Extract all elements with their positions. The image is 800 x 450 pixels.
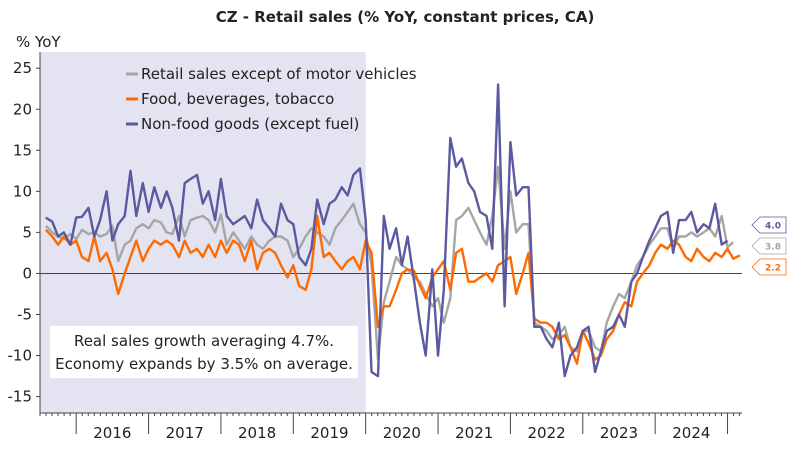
end-label: 4.0 (765, 222, 781, 232)
annotation-text: Economy expands by 3.5% on average. (55, 355, 353, 373)
x-tick-label: 2023 (600, 424, 638, 442)
x-tick-label: 2024 (672, 424, 710, 442)
legend-label: Food, beverages, tobacco (141, 90, 334, 108)
end-label-box (751, 216, 787, 234)
y-axis-label: % YoY (16, 33, 61, 51)
x-tick-label: 2017 (166, 424, 204, 442)
y-tick-label: -10 (8, 347, 33, 365)
legend-label: Non-food goods (except fuel) (141, 115, 359, 133)
end-label: 2.2 (765, 264, 781, 274)
x-tick-label: 2018 (238, 424, 276, 442)
x-tick-label: 2020 (383, 424, 421, 442)
end-label: 3.8 (765, 243, 781, 253)
y-tick-label: -15 (8, 388, 33, 406)
y-tick-label: 20 (13, 100, 32, 118)
y-tick-label: 0 (22, 264, 32, 282)
series-line-2 (45, 83, 729, 378)
annotation-text: Real sales growth averaging 4.7%. (74, 332, 334, 350)
legend-label: Retail sales except of motor vehicles (141, 65, 417, 83)
chart-title: CZ - Retail sales (% YoY, constant price… (216, 8, 595, 26)
y-tick-label: -5 (17, 305, 32, 323)
x-tick-label: 2021 (455, 424, 493, 442)
y-tick-label: 15 (13, 141, 32, 159)
x-tick-label: 2019 (310, 424, 348, 442)
y-tick-label: 5 (22, 223, 32, 241)
end-label-box (751, 237, 787, 255)
y-tick-label: 25 (13, 59, 32, 77)
series-line-0 (44, 165, 735, 361)
y-tick-label: 10 (13, 182, 32, 200)
series-line-1 (44, 214, 741, 365)
x-tick-label: 2022 (528, 424, 566, 442)
annotation-box (50, 326, 358, 378)
x-tick-label: 2016 (93, 424, 131, 442)
end-label-box (751, 258, 787, 276)
